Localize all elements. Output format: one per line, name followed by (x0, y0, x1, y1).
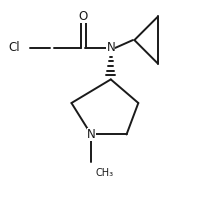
Text: O: O (79, 10, 88, 23)
Text: N: N (106, 41, 115, 54)
Text: N: N (87, 128, 95, 141)
Text: Cl: Cl (9, 41, 20, 54)
Text: CH₃: CH₃ (95, 168, 113, 178)
